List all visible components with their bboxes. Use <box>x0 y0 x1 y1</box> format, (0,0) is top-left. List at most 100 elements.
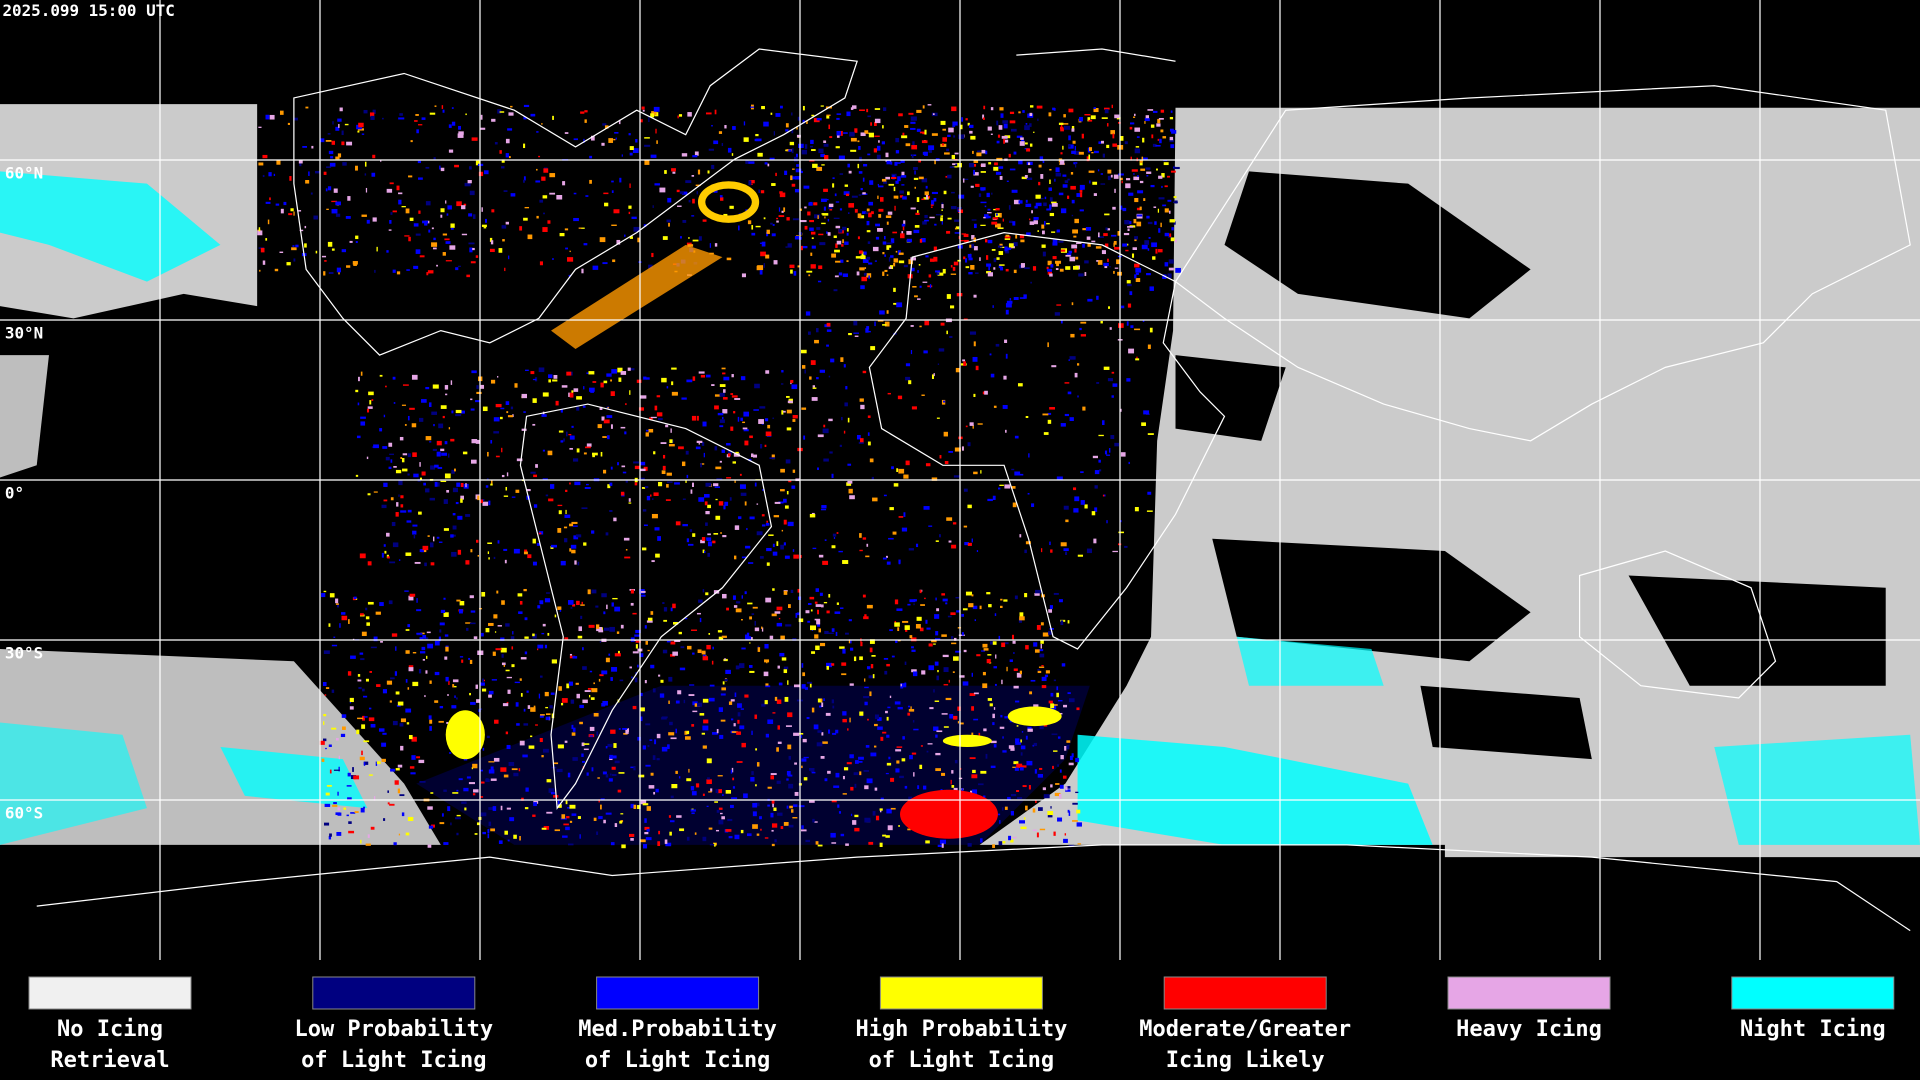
speckle <box>426 631 431 634</box>
speckle <box>605 745 608 749</box>
speckle <box>436 451 441 457</box>
speckle <box>1169 116 1174 120</box>
speckle <box>841 662 847 666</box>
speckle <box>1106 228 1111 231</box>
speckle <box>850 137 857 142</box>
speckle <box>756 833 760 836</box>
speckle <box>951 642 957 645</box>
speckle <box>652 498 654 500</box>
speckle <box>500 805 503 811</box>
speckle <box>798 732 804 735</box>
speckle <box>1148 236 1151 239</box>
speckle <box>692 376 696 381</box>
speckle <box>450 223 455 228</box>
speckle <box>323 713 327 717</box>
speckle <box>650 664 655 669</box>
speckle <box>501 662 506 666</box>
speckle <box>564 637 569 640</box>
speckle <box>1059 769 1062 773</box>
speckle <box>598 629 604 633</box>
speckle <box>895 137 900 143</box>
speckle <box>1053 750 1058 752</box>
speckle <box>899 195 904 198</box>
speckle <box>941 593 946 596</box>
speckle <box>688 199 691 203</box>
speckle <box>1011 189 1018 193</box>
speckle <box>772 224 775 226</box>
speckle <box>986 215 991 219</box>
speckle <box>1146 510 1153 512</box>
speckle <box>983 648 989 651</box>
speckle <box>798 618 804 623</box>
speckle <box>849 717 851 723</box>
speckle <box>644 137 650 139</box>
speckle <box>422 545 429 551</box>
speckle <box>402 384 409 386</box>
speckle <box>602 469 607 474</box>
speckle <box>711 384 715 387</box>
speckle <box>836 135 840 138</box>
speckle <box>698 371 705 374</box>
speckle <box>957 259 961 262</box>
speckle <box>793 271 797 276</box>
speckle <box>287 122 290 125</box>
speckle <box>547 220 551 224</box>
speckle <box>844 241 849 245</box>
speckle <box>452 679 459 683</box>
speckle <box>980 470 982 474</box>
speckle <box>725 829 732 832</box>
speckle <box>887 211 893 215</box>
speckle <box>1163 162 1169 166</box>
speckle <box>611 602 614 607</box>
speckle <box>1092 181 1098 185</box>
speckle <box>905 376 911 381</box>
speckle <box>764 162 768 165</box>
speckle <box>456 832 459 836</box>
speckle <box>501 225 507 229</box>
speckle <box>763 263 765 268</box>
speckle <box>491 480 493 486</box>
speckle <box>813 202 818 206</box>
speckle <box>488 761 495 763</box>
speckle <box>591 688 598 693</box>
speckle <box>1098 434 1104 437</box>
speckle <box>382 446 388 449</box>
speckle <box>614 823 618 828</box>
speckle <box>1067 391 1072 395</box>
night-icing-area <box>0 171 221 282</box>
speckle <box>324 694 327 696</box>
speckle <box>335 201 341 206</box>
speckle <box>1119 205 1123 210</box>
speckle <box>336 602 339 608</box>
speckle <box>1066 253 1072 257</box>
speckle <box>645 640 648 645</box>
speckle <box>489 237 493 242</box>
speckle <box>630 838 634 841</box>
speckle <box>1010 793 1017 797</box>
speckle <box>842 226 847 231</box>
speckle <box>1134 274 1137 279</box>
speckle <box>1162 136 1167 139</box>
speckle <box>848 212 850 214</box>
night-icing-area <box>220 746 368 809</box>
speckle <box>540 714 545 716</box>
speckle <box>328 744 332 747</box>
speckle <box>471 137 478 141</box>
speckle <box>754 627 760 632</box>
speckle <box>505 623 510 627</box>
speckle <box>877 195 879 199</box>
speckle <box>1061 663 1066 667</box>
speckle <box>933 726 939 731</box>
speckle <box>781 210 784 213</box>
speckle <box>926 627 931 630</box>
speckle <box>684 736 691 740</box>
speckle <box>1100 140 1105 144</box>
speckle <box>337 791 339 796</box>
speckle <box>770 112 773 115</box>
speckle <box>681 461 686 467</box>
speckle <box>678 631 682 635</box>
speckle <box>902 736 905 740</box>
speckle <box>952 715 958 720</box>
speckle <box>994 162 998 166</box>
speckle <box>870 664 874 669</box>
